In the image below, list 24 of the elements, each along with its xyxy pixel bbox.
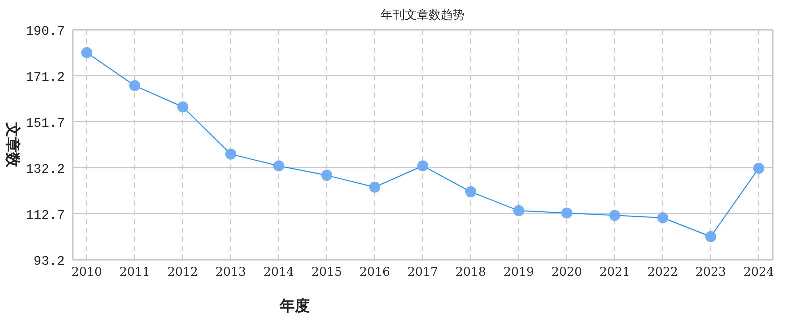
x-tick-label: 2020 bbox=[552, 265, 582, 279]
x-tick-label: 2014 bbox=[264, 265, 295, 279]
y-tick-label: 93.2 bbox=[34, 254, 65, 269]
y-tick-label: 190.7 bbox=[26, 24, 65, 39]
x-tick-label: 2017 bbox=[408, 265, 438, 279]
chart-title: 年刊文章数趋势 bbox=[381, 8, 465, 22]
y-axis-title: 文章数 bbox=[4, 122, 22, 168]
y-tick-label: 171.2 bbox=[26, 70, 65, 85]
x-tick-label: 2015 bbox=[312, 265, 342, 279]
x-tick-label: 2013 bbox=[216, 265, 246, 279]
x-tick-label: 2010 bbox=[72, 265, 102, 279]
x-tick-label: 2011 bbox=[120, 265, 150, 279]
x-tick-label: 2021 bbox=[600, 265, 630, 279]
x-tick-label: 2018 bbox=[456, 265, 486, 279]
x-tick-label: 2024 bbox=[744, 265, 775, 279]
y-tick-label: 151.7 bbox=[26, 116, 65, 131]
x-tick-label: 2019 bbox=[504, 265, 534, 279]
x-tick-label: 2023 bbox=[696, 265, 726, 279]
x-tick-label: 2012 bbox=[168, 265, 198, 279]
y-tick-label: 112.7 bbox=[26, 208, 65, 223]
x-tick-label: 2022 bbox=[648, 265, 678, 279]
x-tick-label: 2016 bbox=[360, 265, 390, 279]
y-tick-label: 132.2 bbox=[26, 162, 65, 177]
x-axis-title: 年度 bbox=[279, 297, 310, 315]
